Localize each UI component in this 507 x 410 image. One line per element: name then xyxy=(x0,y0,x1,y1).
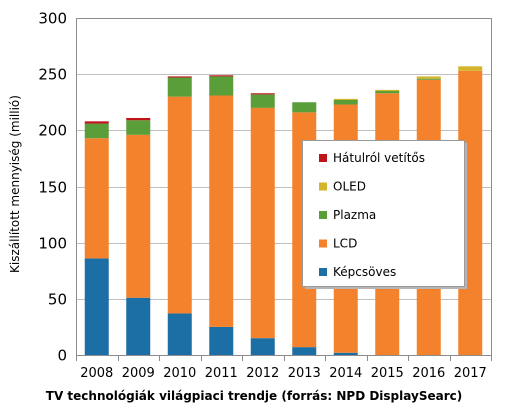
bar-segment xyxy=(126,134,151,298)
ticks-layer: 0 50 100 150 200 250 300 2008 2009 2010 2011 2012 20… xyxy=(38,10,492,381)
y-tick-label: 100 xyxy=(38,235,67,253)
bar-segment xyxy=(84,258,109,355)
bar-segment xyxy=(292,102,317,113)
legend-label: Hátulról vetítős xyxy=(333,151,425,165)
x-tick-label: 2010 xyxy=(163,366,196,381)
legend-swatch xyxy=(319,211,327,219)
x-tick-label: 2015 xyxy=(371,366,404,381)
y-tick-label: 150 xyxy=(38,179,67,197)
x-tick-label: 2017 xyxy=(454,366,487,381)
bar-segment xyxy=(126,117,151,121)
bar-segment xyxy=(333,100,358,105)
legend-label: OLED xyxy=(333,180,366,194)
bar-segment xyxy=(375,89,400,92)
bar-segment xyxy=(250,107,275,339)
bar-segment xyxy=(333,352,358,355)
x-tick-label: 2016 xyxy=(412,366,445,381)
bar-segment xyxy=(167,76,192,78)
x-tick-label: 2014 xyxy=(329,366,362,381)
bar-segment xyxy=(84,138,109,259)
bar-segment xyxy=(416,76,441,79)
bar-segment xyxy=(84,123,109,139)
bar-segment xyxy=(209,326,234,355)
y-tick-label: 50 xyxy=(48,291,67,309)
bar-segment xyxy=(250,94,275,108)
bar-segment xyxy=(209,75,234,77)
legend: Hátulról vetítős OLED Plazma LCD Képcsöves xyxy=(302,140,467,289)
y-tick-label: 200 xyxy=(38,122,67,140)
chart-caption: TV technológiák világpiaci trendje (forr… xyxy=(46,389,462,403)
bar-segment xyxy=(209,95,234,327)
legend-box xyxy=(302,140,465,287)
bar-segment xyxy=(84,121,109,124)
bar-segment xyxy=(416,78,441,80)
y-tick-label: 0 xyxy=(57,347,67,365)
legend-swatch xyxy=(319,154,327,162)
legend-swatch xyxy=(319,268,327,276)
legend-swatch xyxy=(319,182,327,191)
bar-segment xyxy=(292,347,317,355)
y-axis-title: Kiszállított mennyiség (millió) xyxy=(8,95,22,273)
bar-segment xyxy=(167,96,192,314)
legend-label: Képcsöves xyxy=(333,265,396,279)
legend-label: Plazma xyxy=(333,208,376,222)
x-tick-label: 2012 xyxy=(246,366,279,381)
y-tick-label: 250 xyxy=(38,66,67,84)
bar-segment xyxy=(167,313,192,355)
bar-segment xyxy=(250,93,275,95)
bar-segment xyxy=(126,297,151,355)
bar-segment xyxy=(458,66,483,71)
x-tick-label: 2011 xyxy=(205,366,238,381)
bar-segment xyxy=(250,338,275,355)
bar-segment xyxy=(167,77,192,97)
bar-segment xyxy=(209,76,234,96)
bar-segment xyxy=(126,120,151,135)
bar-segment xyxy=(333,98,358,101)
x-tick-label: 2009 xyxy=(122,366,155,381)
y-tick-label: 300 xyxy=(38,10,67,28)
x-tick-label: 2013 xyxy=(288,366,321,381)
legend-swatch xyxy=(319,239,327,248)
bar-segment xyxy=(375,91,400,94)
legend-label: LCD xyxy=(333,237,357,251)
x-tick-label: 2008 xyxy=(80,366,113,381)
